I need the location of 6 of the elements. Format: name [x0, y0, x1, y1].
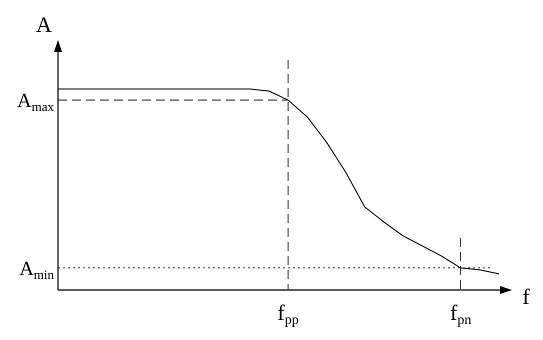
ref-line-label: A$_{min}$: [19, 258, 54, 282]
x-tick-label: f$_{pn}$: [450, 300, 472, 328]
ref-line-label: A$_{max}$: [17, 90, 54, 114]
x-axis-title: f: [522, 284, 530, 309]
x-tick-label: f$_{pp}$: [277, 300, 299, 328]
y-axis-title: A: [36, 12, 52, 37]
